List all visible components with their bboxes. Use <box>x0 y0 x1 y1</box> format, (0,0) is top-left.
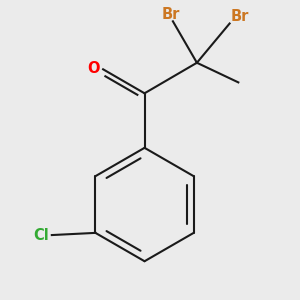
Text: Br: Br <box>161 7 180 22</box>
Text: O: O <box>87 61 100 76</box>
Text: Cl: Cl <box>33 228 49 243</box>
Text: Br: Br <box>230 9 249 24</box>
